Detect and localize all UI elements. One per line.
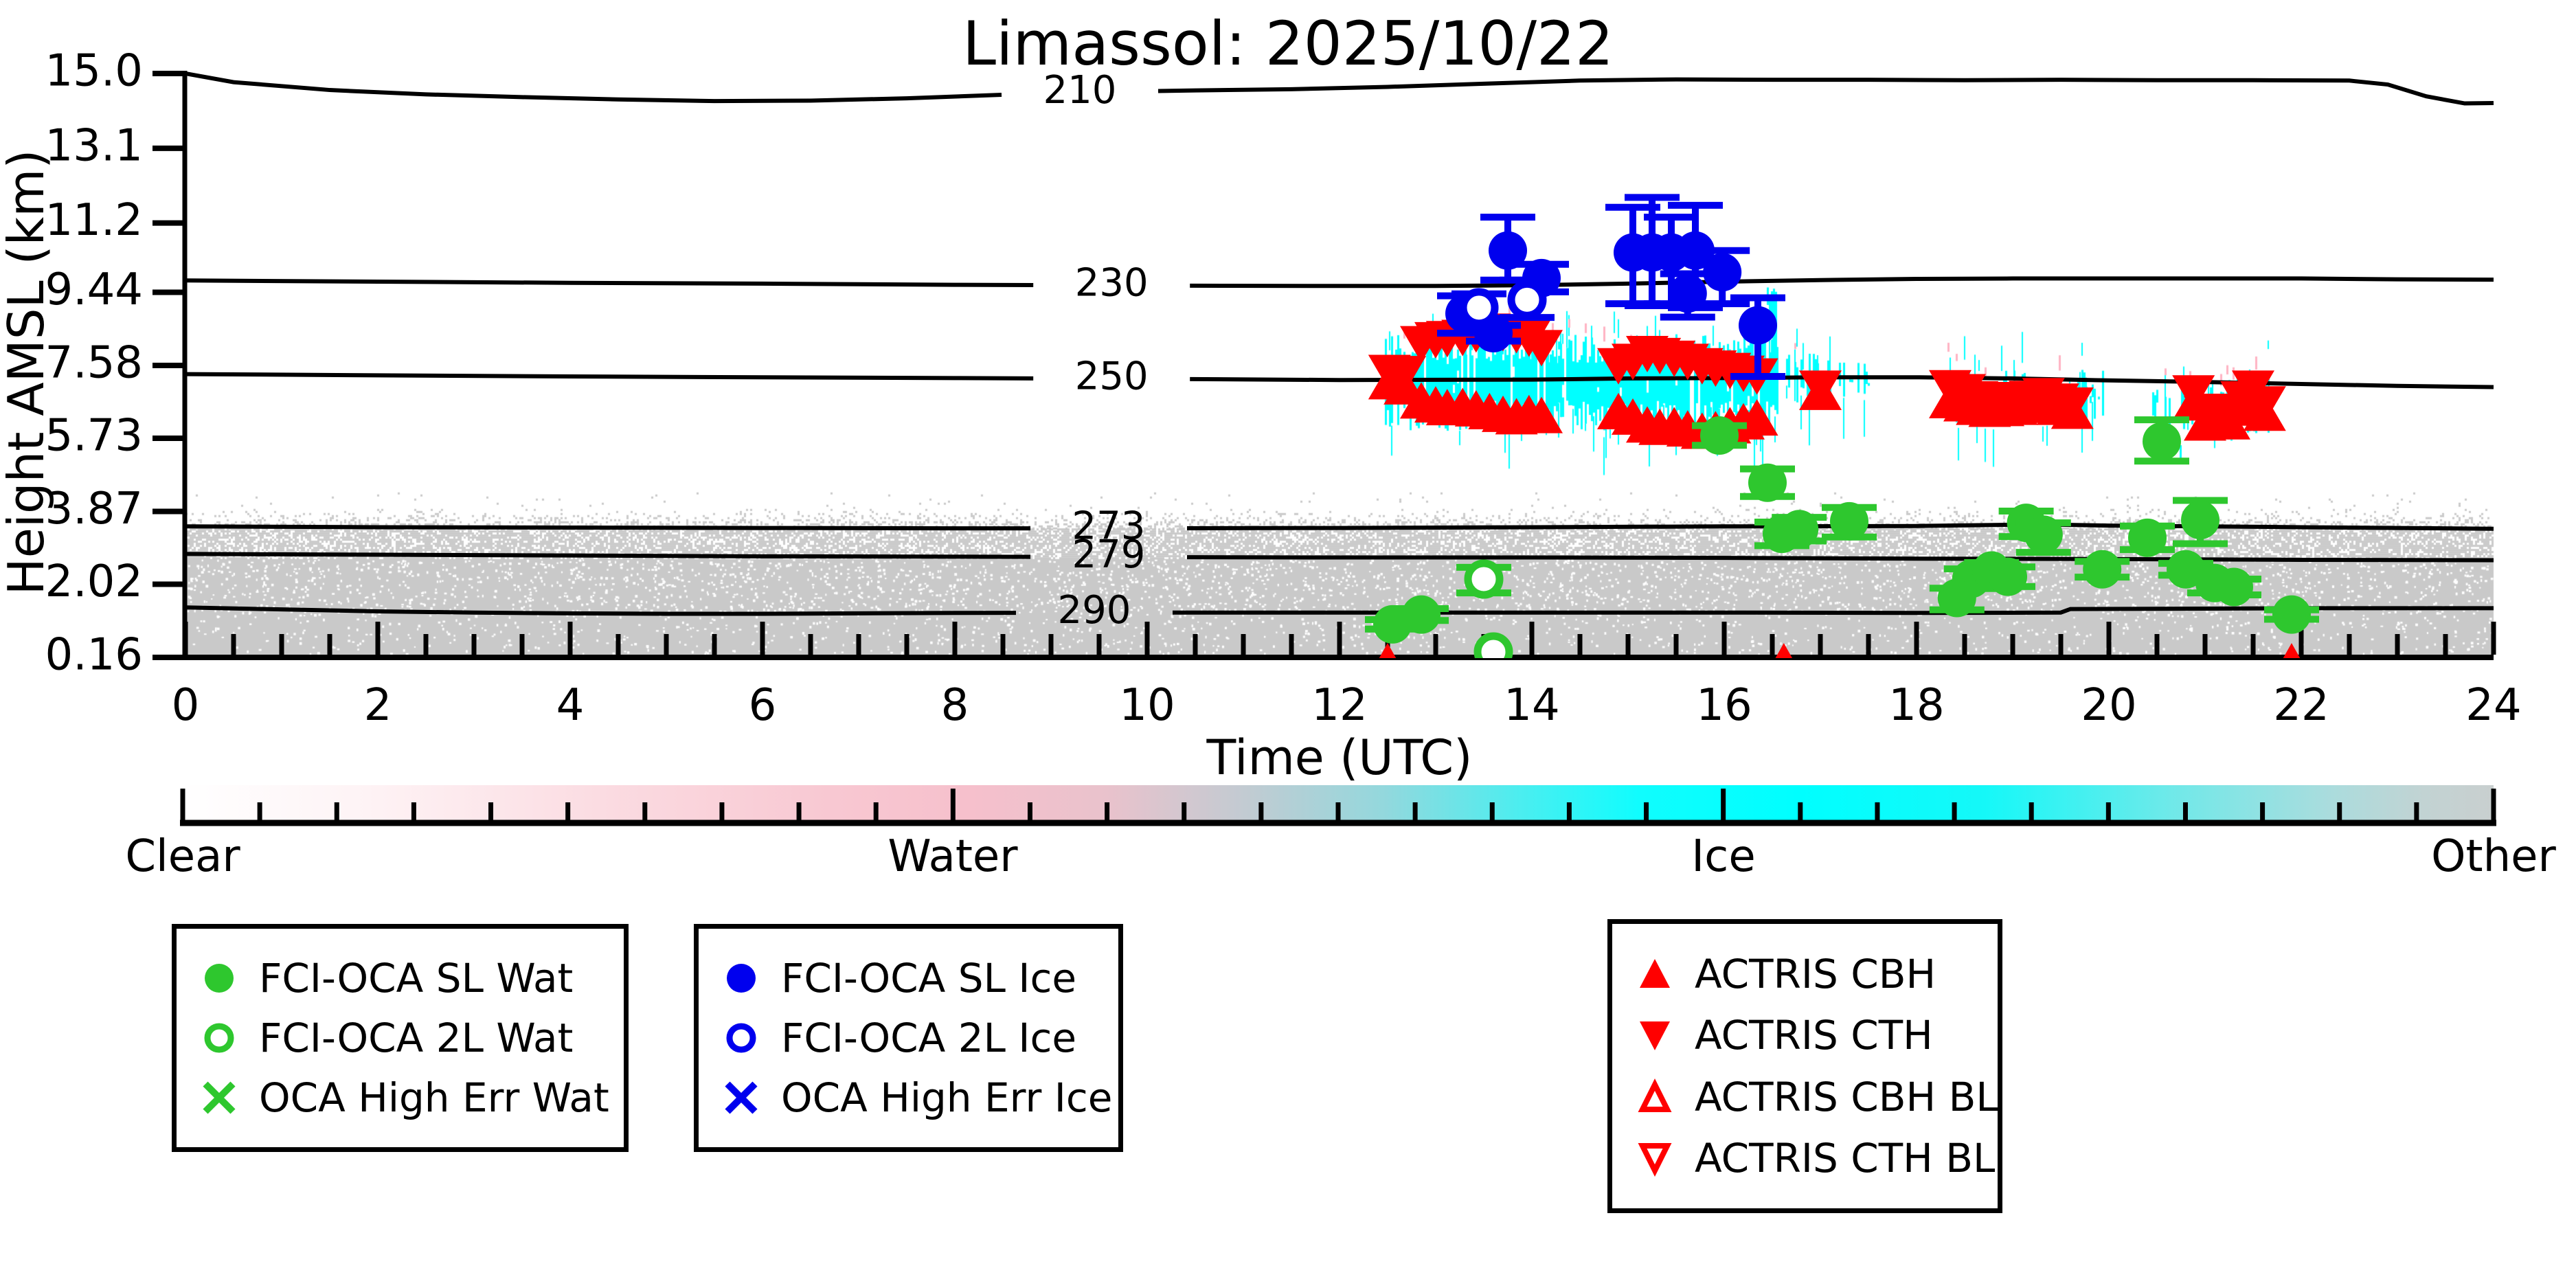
green-x-icon	[203, 1081, 236, 1114]
y-tick-label: 9.44	[45, 264, 144, 315]
x-tick-label: 20	[2081, 680, 2136, 731]
y-tick-label: 3.87	[45, 484, 144, 534]
x-tick-label: 12	[1311, 680, 1367, 731]
contour-label-250: 250	[1075, 354, 1149, 398]
legend-item-actris-cth: ACTRIS CTH	[1633, 1005, 1977, 1067]
colorbar-label-ice: Ice	[1691, 831, 1756, 882]
legend-item-fci-oca-2l-wat: FCI-OCA 2L Wat	[197, 1008, 603, 1067]
y-axis-label: Height AMSL (km)	[0, 149, 55, 596]
y-tick-label: 2.02	[45, 556, 144, 607]
y-tick-label: 13.1	[45, 120, 144, 171]
y-tick-label: 5.73	[45, 411, 144, 462]
y-tick-label: 0.16	[45, 630, 144, 681]
chart-title: Limassol: 2025/10/22	[962, 8, 1614, 79]
legend-item-fci-oca-sl-ice: FCI-OCA SL Ice	[719, 948, 1098, 1008]
colorbar-label-water: Water	[888, 831, 1018, 882]
red-triangle-up-icon	[1640, 958, 1670, 988]
contour-label-273: 273	[1072, 504, 1146, 548]
x-tick-label: 4	[556, 680, 585, 731]
x-tick-label: 2	[364, 680, 392, 731]
x-tick-label: 14	[1504, 680, 1559, 731]
legend-item-oca-high-err-ice: OCA High Err Ice	[719, 1068, 1112, 1128]
legend-item-actris-cbh: ACTRIS CBH	[1633, 943, 1977, 1005]
x-tick-label: 24	[2465, 680, 2521, 731]
blue-x-icon	[725, 1081, 758, 1114]
x-tick-label: 0	[172, 680, 200, 731]
blue-filled-circle-icon	[727, 963, 756, 993]
data-points	[1365, 194, 2319, 658]
colorbar-label-other: Other	[2431, 831, 2556, 882]
legend-ice: FCI-OCA SL Ice FCI-OCA 2L Ice OCA High E…	[694, 924, 1123, 1152]
series-fci-oca-2l-wat	[1456, 559, 1513, 658]
legend-item-actris-cth-bl: ACTRIS CTH BL	[1633, 1128, 1995, 1190]
series-actris-cth	[1368, 313, 2286, 433]
green-open-circle-icon	[204, 1023, 234, 1053]
x-tick-label: 18	[1888, 680, 1944, 731]
red-open-triangle-down-icon	[1638, 1143, 1672, 1177]
legend-item-fci-oca-2l-ice: FCI-OCA 2L Ice	[719, 1008, 1098, 1067]
contour-label-210: 210	[1043, 68, 1117, 113]
legend-item-actris-cbh-bl: ACTRIS CBH BL	[1633, 1066, 1998, 1128]
series-fci-oca-sl-wat	[1365, 416, 2319, 644]
series-actris-cbh-bl	[1379, 643, 2301, 658]
red-triangle-down-icon	[1640, 1021, 1670, 1051]
legend-actris: ACTRIS CBH ACTRIS CTH ACTRIS CBH BL ACTR…	[1607, 919, 2002, 1213]
contour-label-290: 290	[1058, 588, 1131, 633]
y-tick-label: 7.58	[45, 338, 144, 389]
x-tick-label: 10	[1119, 680, 1175, 731]
contour-label-279: 279	[1072, 532, 1146, 577]
colorbar-bar	[180, 785, 2496, 826]
x-tick-label: 8	[941, 680, 969, 731]
blue-open-circle-icon	[726, 1023, 756, 1053]
y-tick-label: 11.2	[45, 195, 144, 246]
legend-water: FCI-OCA SL Wat FCI-OCA 2L Wat OCA High E…	[172, 924, 629, 1152]
contour-label-230: 230	[1075, 261, 1149, 306]
y-tick-label: 15.0	[45, 46, 144, 97]
x-tick-label: 6	[749, 680, 777, 731]
green-filled-circle-icon	[205, 963, 234, 993]
x-tick-label: 22	[2273, 680, 2329, 731]
legend-item-fci-oca-sl-wat: FCI-OCA SL Wat	[197, 948, 603, 1008]
colorbar-label-clear: Clear	[125, 831, 240, 882]
axes: 15.013.111.29.447.585.733.872.020.160 2 4 6…	[45, 46, 2522, 731]
red-open-triangle-up-icon	[1638, 1078, 1672, 1112]
x-tick-label: 16	[1696, 680, 1752, 731]
series-fci-oca-2l-ice	[1451, 276, 1555, 328]
x-axis-label: Time (UTC)	[1206, 730, 1473, 786]
legend-item-oca-high-err-wat: OCA High Err Wat	[197, 1068, 609, 1128]
